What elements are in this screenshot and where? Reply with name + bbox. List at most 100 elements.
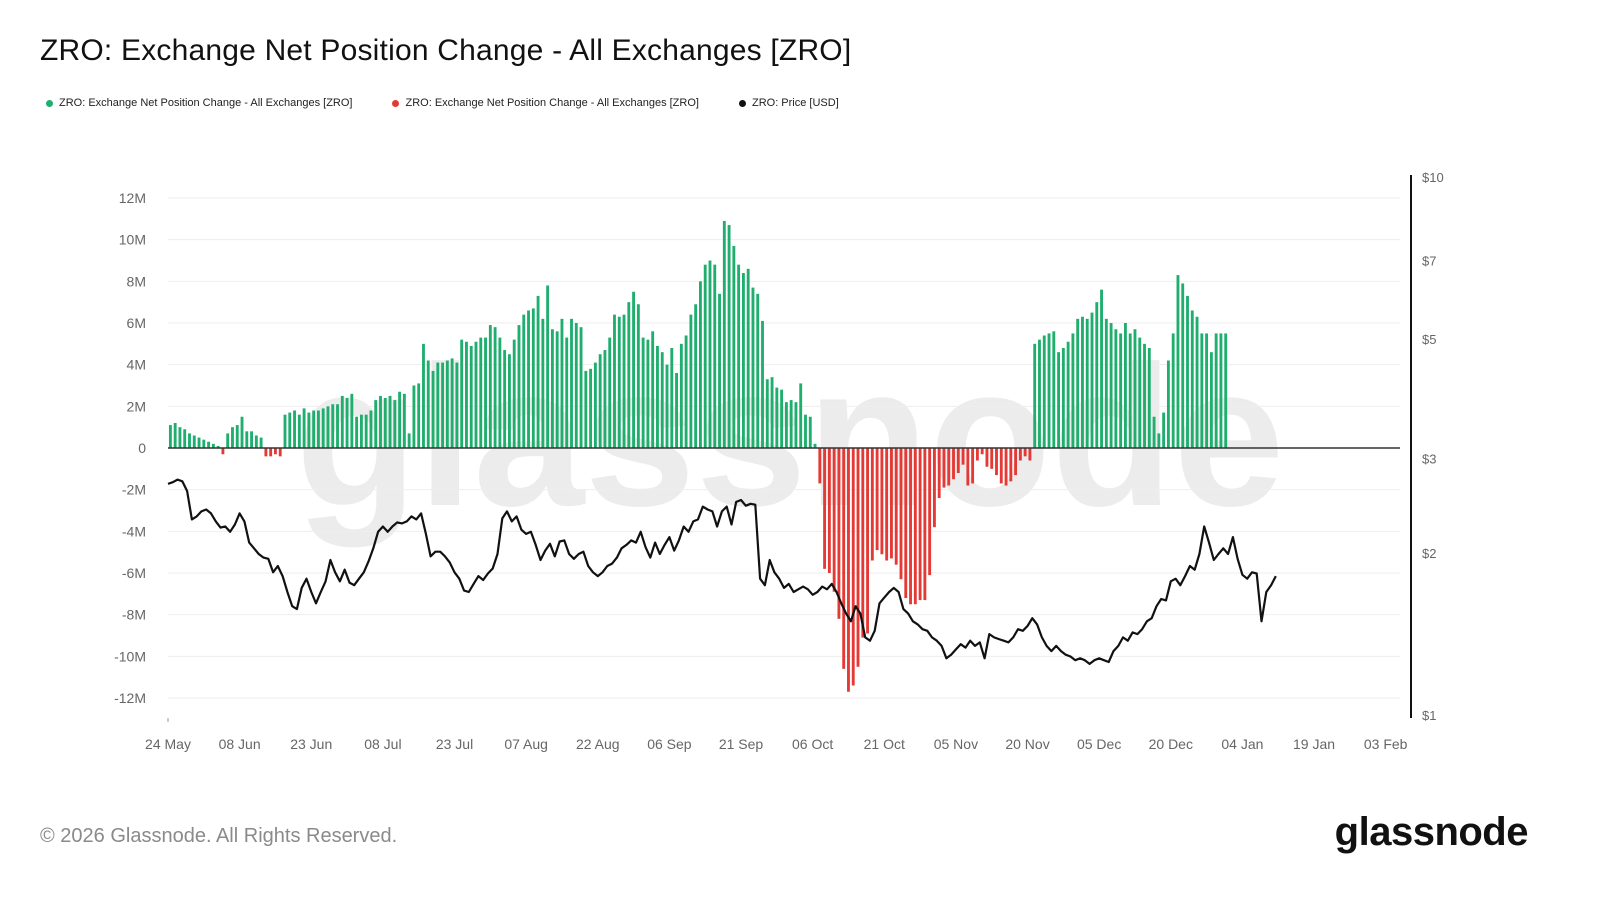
bar-negative (1023, 448, 1027, 457)
bar-positive (168, 425, 172, 448)
bar-positive (226, 433, 230, 448)
bar-negative (890, 448, 893, 559)
bar-positive (722, 220, 726, 448)
legend-item-inflow[interactable]: ZRO: Exchange Net Position Change - All … (46, 97, 352, 109)
bar-positive (231, 427, 234, 448)
y2-tick-label: $3 (1422, 451, 1436, 466)
bar-negative (1014, 448, 1018, 476)
legend-item-price[interactable]: ZRO: Price [USD] (738, 97, 839, 109)
bar-positive (507, 354, 511, 448)
bar-positive (345, 398, 349, 448)
bar-positive (517, 325, 521, 448)
bar-positive (727, 225, 731, 448)
bar-negative (990, 448, 994, 469)
bar-negative (995, 448, 998, 476)
y-tick-label: 0 (138, 440, 146, 456)
bar-positive (402, 393, 406, 448)
bar-positive (450, 358, 454, 448)
bar-positive (340, 395, 344, 448)
x-tick-label: 04 Jan (1221, 736, 1263, 752)
bar-negative (221, 448, 225, 455)
y-tick-label: 10M (119, 232, 146, 248)
bar-positive (455, 362, 459, 448)
bar-positive (699, 281, 702, 448)
bar-positive (689, 314, 693, 448)
bar-negative (885, 448, 889, 561)
y-tick-label: 4M (127, 357, 146, 373)
bar-positive (1033, 343, 1037, 448)
bar-positive (216, 445, 220, 448)
bar-negative (894, 448, 898, 565)
bar-negative (999, 448, 1003, 484)
y2-tick-label: $10 (1422, 170, 1444, 185)
gridlines (168, 197, 1400, 699)
bar-positive (527, 310, 530, 448)
glassnode-logo[interactable]: glassnode (1334, 810, 1529, 854)
bar-negative (1028, 448, 1032, 461)
bar-negative (837, 448, 841, 619)
bar-positive (1095, 302, 1099, 448)
bar-positive (675, 373, 678, 448)
bar-positive (813, 443, 817, 448)
bar-positive (1157, 433, 1161, 448)
bar-positive (756, 293, 760, 448)
bar-negative (923, 448, 927, 601)
legend-dot-black-icon (738, 99, 746, 107)
bar-positive (632, 291, 636, 448)
bar-positive (412, 385, 416, 448)
bar-positive (584, 370, 588, 448)
bar-positive (665, 364, 669, 448)
bar-negative (818, 448, 822, 484)
y-tick-label: -2M (122, 482, 146, 498)
bar-negative (899, 448, 903, 580)
legend-label: ZRO: Exchange Net Position Change - All … (59, 97, 353, 109)
legend-item-outflow[interactable]: ZRO: Exchange Net Position Change - All … (392, 97, 699, 109)
bar-positive (1100, 289, 1103, 448)
bar-positive (1090, 312, 1094, 448)
y2-tick-label: $2 (1422, 546, 1436, 561)
bar-positive (192, 435, 196, 448)
bar-positive (1104, 318, 1108, 448)
bar-positive (656, 345, 659, 448)
y-tick-label: -8M (122, 607, 146, 623)
bar-positive (316, 410, 320, 448)
bar-positive (574, 323, 578, 448)
x-tick-label: 22 Aug (576, 736, 620, 752)
bar-positive (369, 410, 373, 448)
copyright-footer: © 2026 Glassnode. All Rights Reserved. (40, 825, 398, 847)
bar-positive (560, 318, 564, 448)
bar-positive (718, 293, 721, 448)
bar-negative (851, 448, 855, 686)
bar-negative (928, 448, 932, 576)
bar-positive (374, 400, 378, 448)
bar-positive (1162, 412, 1166, 448)
bar-negative (904, 448, 908, 598)
x-tick-label: 05 Dec (1077, 736, 1121, 752)
bar-positive (579, 327, 583, 448)
bar-negative (823, 448, 827, 569)
x-tick-label: 21 Oct (864, 736, 905, 752)
bar-positive (383, 398, 387, 448)
bar-positive (1109, 323, 1113, 448)
bar-positive (1057, 352, 1061, 448)
right-axis-labels: $10 $7 $5 $3 $2 $1 (1422, 170, 1444, 723)
bar-negative (880, 448, 884, 555)
bar-positive (737, 264, 741, 448)
bar-positive (197, 437, 201, 448)
bar-positive (804, 414, 807, 448)
y-tick-label: -4M (122, 523, 146, 539)
bar-positive (770, 377, 774, 448)
bar-positive (321, 408, 325, 448)
bar-positive (293, 410, 296, 448)
bar-positive (1214, 333, 1218, 448)
x-tick-label: 20 Nov (1005, 736, 1049, 752)
bar-positive (598, 354, 602, 448)
bar-positive (188, 433, 191, 448)
x-tick-label: 03 Feb (1364, 736, 1408, 752)
bar-positive (799, 383, 803, 448)
bar-positive (679, 343, 683, 448)
bar-positive (627, 302, 631, 448)
bar-negative (956, 448, 960, 473)
bar-positive (613, 314, 616, 448)
